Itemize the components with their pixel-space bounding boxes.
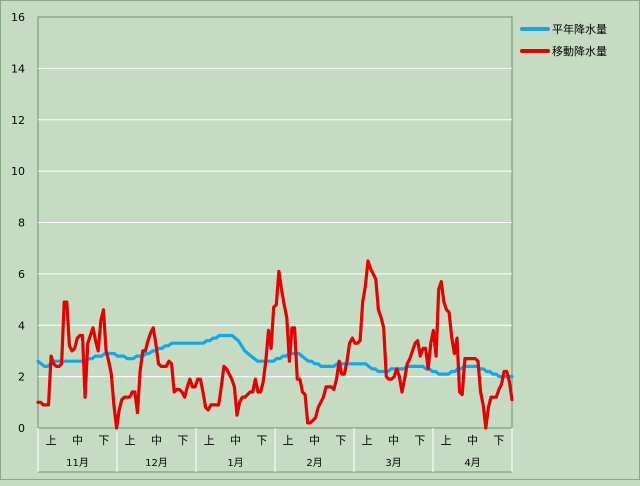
x-dekad-label: 下 bbox=[177, 434, 188, 447]
x-dekad-label: 中 bbox=[388, 434, 399, 447]
x-dekad-label: 上 bbox=[362, 434, 373, 447]
x-month-label: 4月 bbox=[464, 457, 480, 469]
x-dekad-label: 上 bbox=[441, 434, 452, 447]
x-dekad-label: 中 bbox=[151, 434, 162, 447]
x-dekad-label: 上 bbox=[46, 434, 57, 447]
x-month-label: 12月 bbox=[145, 457, 168, 469]
x-month-label: 2月 bbox=[306, 457, 322, 469]
y-tick-label: 0 bbox=[18, 422, 25, 435]
y-tick-label: 14 bbox=[11, 62, 25, 75]
x-dekad-label: 中 bbox=[309, 434, 320, 447]
y-tick-label: 12 bbox=[11, 114, 25, 127]
x-dekad-label: 下 bbox=[414, 434, 425, 447]
y-tick-label: 10 bbox=[11, 165, 25, 178]
x-dekad-label: 下 bbox=[493, 434, 504, 447]
series-line-0 bbox=[36, 333, 514, 379]
legend-label-0: 平年降水量 bbox=[552, 22, 607, 36]
x-dekad-label: 下 bbox=[98, 434, 109, 447]
x-month-label: 3月 bbox=[385, 457, 401, 469]
x-dekad-label: 中 bbox=[467, 434, 478, 447]
x-dekad-label: 中 bbox=[72, 434, 83, 447]
y-tick-label: 2 bbox=[18, 371, 25, 384]
x-dekad-label: 下 bbox=[335, 434, 346, 447]
y-tick-label: 16 bbox=[11, 11, 25, 24]
x-dekad-label: 上 bbox=[125, 434, 136, 447]
x-dekad-label: 上 bbox=[204, 434, 215, 447]
y-tick-label: 4 bbox=[18, 319, 25, 332]
legend-label-1: 移動降水量 bbox=[552, 44, 607, 58]
series-line-1 bbox=[36, 259, 514, 430]
y-tick-label: 8 bbox=[18, 217, 25, 230]
x-month-label: 1月 bbox=[227, 457, 243, 469]
y-tick-label: 6 bbox=[18, 268, 25, 281]
x-dekad-label: 中 bbox=[230, 434, 241, 447]
x-month-label: 11月 bbox=[66, 457, 89, 469]
x-dekad-label: 上 bbox=[283, 434, 294, 447]
x-dekad-label: 下 bbox=[256, 434, 267, 447]
